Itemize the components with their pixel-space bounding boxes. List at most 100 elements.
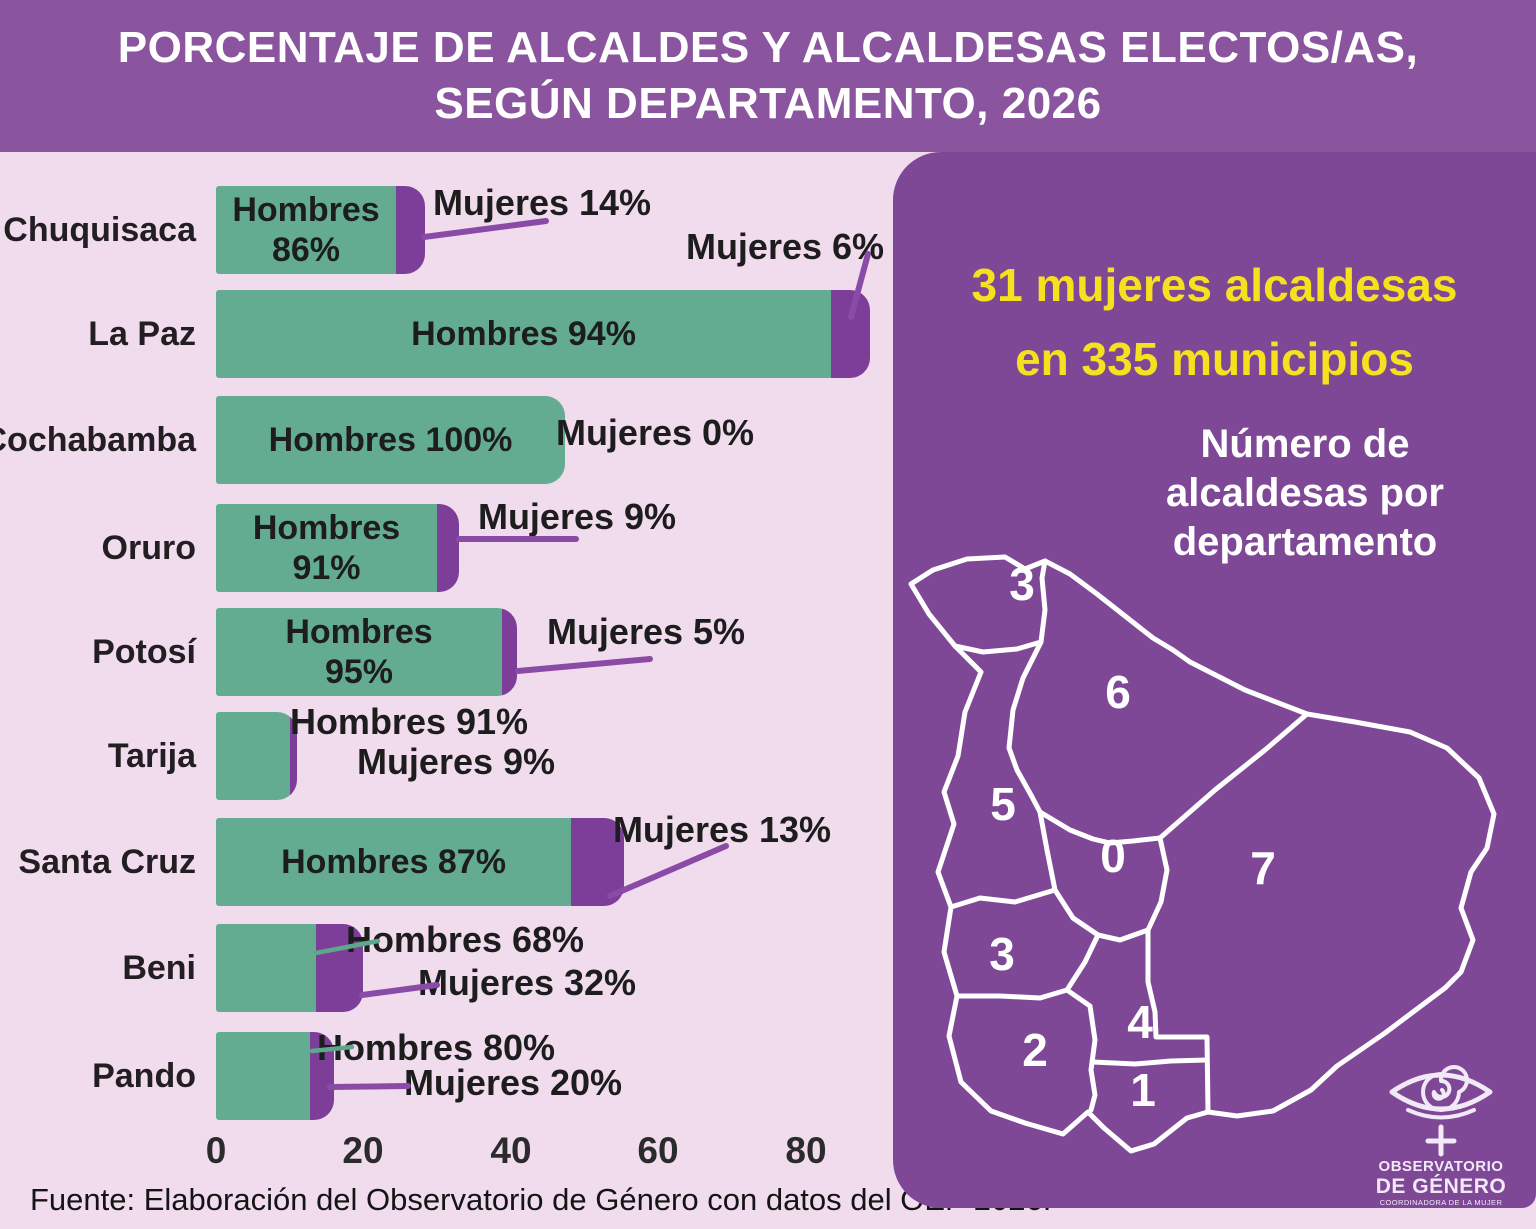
connector-potosi-mujeres xyxy=(515,656,653,674)
bar-santa-cruz: Hombres 87% xyxy=(216,818,624,906)
border-beni-santa-cruz xyxy=(1157,711,1310,841)
label-mujeres-beni: Mujeres 32% xyxy=(417,962,637,1003)
x-tick-20: 20 xyxy=(342,1130,384,1171)
bar-segment-mujeres xyxy=(502,608,517,696)
border-potosi-chuquisaca xyxy=(1064,987,1098,1113)
x-tick-40: 40 xyxy=(490,1130,532,1171)
eye-outline xyxy=(1389,1072,1493,1112)
logo-line1: OBSERVATORIO xyxy=(1378,1158,1504,1175)
x-tick-60: 60 xyxy=(637,1130,679,1171)
bar-segment-hombres xyxy=(216,1032,310,1120)
bar-segment-mujeres xyxy=(831,290,870,378)
title-bar: PORCENTAJE DE ALCALDES Y ALCALDESAS ELEC… xyxy=(0,0,1536,152)
bar-segment-hombres: Hombres 95% xyxy=(216,608,502,696)
dept-label-tarija: Tarija xyxy=(107,736,196,775)
border-chuquisaca-santa-cruz xyxy=(1145,927,1211,1115)
map-number-pando: 3 xyxy=(1009,558,1035,610)
venus-cross xyxy=(1425,1124,1457,1157)
map-title-line3: departamento xyxy=(1172,520,1438,564)
page-title-line2: SEGÚN DEPARTAMENTO, 2026 xyxy=(434,79,1102,128)
bar-value-label: Hombres 87% xyxy=(281,843,506,881)
border-chuquisaca-tarija xyxy=(1090,1057,1210,1067)
headline-line1: 31 mujeres alcaldesas xyxy=(971,259,1458,311)
map-number-santa-cruz: 7 xyxy=(1250,842,1276,894)
x-tick-0: 0 xyxy=(205,1130,227,1171)
map-number-tarija: 1 xyxy=(1130,1064,1156,1116)
bar-tarija xyxy=(216,712,297,800)
label-hombres-beni: Hombres 68% xyxy=(345,919,585,960)
bar-la-paz: Hombres 94% xyxy=(216,290,870,378)
map-title-line1: Número de xyxy=(1200,422,1410,466)
dept-label-pando: Pando xyxy=(92,1056,196,1095)
bar-value-label: Hombres xyxy=(232,191,380,229)
bar-value-label: 86% xyxy=(271,231,341,269)
map-number-chuquisaca: 4 xyxy=(1127,996,1153,1048)
map-title-line2: alcaldesas por xyxy=(1166,471,1444,515)
bar-value-label: Hombres xyxy=(285,613,433,651)
x-tick-80: 80 xyxy=(785,1130,827,1171)
connector-pando-mujeres xyxy=(327,1083,411,1090)
page-title-line1: PORCENTAJE DE ALCALDES Y ALCALDESAS ELEC… xyxy=(117,23,1419,72)
dept-label-cochabamba: Cochabamba xyxy=(0,420,196,459)
bar-segment-hombres: Hombres 86% xyxy=(216,186,396,274)
dept-label-oruro: Oruro xyxy=(101,528,196,567)
bar-chuquisaca: Hombres 86% xyxy=(216,186,425,274)
bar-segment-hombres: Hombres 91% xyxy=(216,504,437,592)
label-mujeres-tarija: Mujeres 9% xyxy=(356,741,556,782)
label-hombres-tarija: Hombres 91% xyxy=(289,701,529,742)
dept-label-la-paz: La Paz xyxy=(88,314,196,353)
bar-segment-hombres: Hombres 87% xyxy=(216,818,571,906)
border-cochabamba-chuquisaca xyxy=(1095,927,1151,943)
label-hombres-pando: Hombres 80% xyxy=(316,1027,556,1068)
bar-value-label: Hombres xyxy=(252,509,401,547)
connector-santa-cruz-mujeres xyxy=(607,843,729,899)
label-mujeres-oruro: Mujeres 9% xyxy=(477,496,677,537)
national-border xyxy=(908,554,1497,1154)
eye-lash xyxy=(1406,1108,1476,1120)
bar-oruro: Hombres 91% xyxy=(216,504,459,592)
bar-segment-hombres: Hombres 94% xyxy=(216,290,831,378)
bar-value-label: Hombres 94% xyxy=(411,315,636,353)
bar-segment-hombres xyxy=(216,924,316,1012)
source-note: Fuente: Elaboración del Observatorio de … xyxy=(30,1182,1052,1217)
bar-segment-mujeres xyxy=(396,186,425,274)
border-oruro-potosi xyxy=(954,987,1070,1001)
logo-line2: DE GÉNERO xyxy=(1375,1175,1507,1198)
map-number-oruro: 3 xyxy=(989,928,1015,980)
bar-cochabamba: Hombres 100% xyxy=(216,396,565,484)
border-oruro-east xyxy=(1064,932,1101,993)
label-mujeres-pando: Mujeres 20% xyxy=(403,1062,623,1103)
headline: 31 mujeres alcaldesas en 335 municipios xyxy=(893,248,1536,396)
label-mujeres-la-paz: Mujeres 6% xyxy=(685,226,885,267)
label-mujeres-cochabamba: Mujeres 0% xyxy=(555,412,755,453)
headline-line2: en 335 municipios xyxy=(1015,333,1414,385)
border-beni-cochabamba xyxy=(1037,809,1163,846)
side-panel: 31 mujeres alcaldesas en 335 municipios … xyxy=(893,152,1536,1208)
bolivia-map: 3 6 5 0 7 3 2 4 1 xyxy=(908,554,1497,1154)
bar-segment-hombres: Hombres 100% xyxy=(216,396,565,484)
logo-line3: COORDINADORA DE LA MUJER xyxy=(1379,1198,1503,1207)
bar-segment-mujeres xyxy=(316,924,363,1012)
map-number-cochabamba: 0 xyxy=(1100,830,1126,882)
border-cochabamba-santa-cruz xyxy=(1145,835,1170,933)
bar-segment-mujeres xyxy=(290,712,297,800)
dept-label-potosi: Potosí xyxy=(92,632,196,671)
spiral-iris xyxy=(1421,1065,1469,1112)
border-la-paz-beni xyxy=(1006,639,1044,815)
dept-label-beni: Beni xyxy=(122,948,196,987)
label-mujeres-santa-cruz: Mujeres 13% xyxy=(612,809,832,850)
map-number-beni: 6 xyxy=(1105,666,1131,718)
label-mujeres-potosi: Mujeres 5% xyxy=(546,611,746,652)
observatorio-logo: OBSERVATORIO DE GÉNERO COORDINADORA DE L… xyxy=(1375,1052,1507,1208)
dept-label-chuquisaca: Chuquisaca xyxy=(3,210,196,249)
map-number-la-paz: 5 xyxy=(990,778,1016,830)
bar-potosi: Hombres 95% xyxy=(216,608,517,696)
border-la-paz-oruro xyxy=(948,887,1058,910)
eye-gender-icon xyxy=(1389,1065,1493,1157)
bar-segment-hombres xyxy=(216,712,290,800)
map-title: Número de alcaldesas por departamento xyxy=(1145,420,1465,567)
dept-label-santa-cruz: Santa Cruz xyxy=(18,842,196,881)
label-mujeres-chuquisaca: Mujeres 14% xyxy=(432,182,652,223)
bar-value-label: Hombres 100% xyxy=(268,421,513,459)
